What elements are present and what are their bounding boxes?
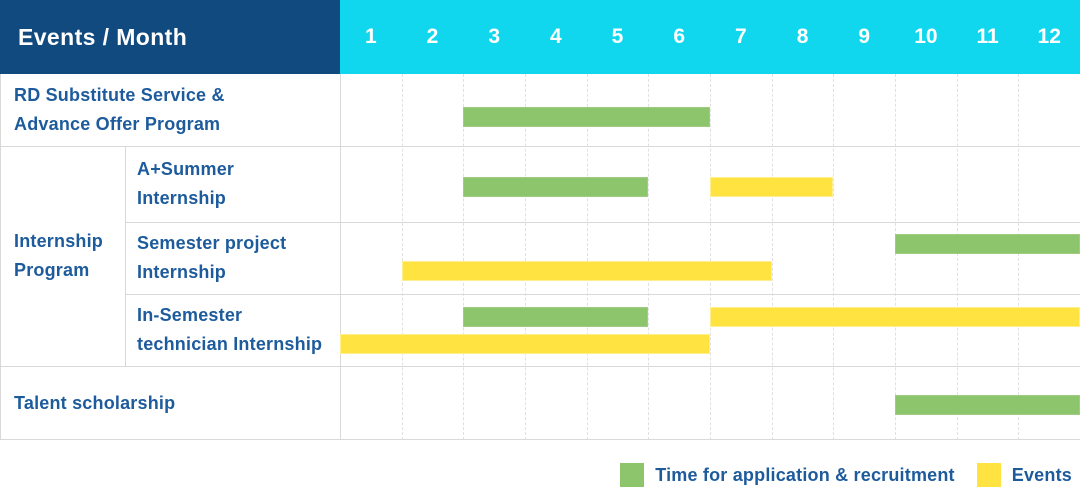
- row-label-line: Advance Offer Program: [14, 114, 221, 134]
- month-header-label: 11: [976, 25, 999, 48]
- row-label-in-semester: In-Semester technician Internship: [125, 294, 340, 366]
- gridline-vertical: [525, 74, 526, 440]
- row-label-talent-scholarship: Talent scholarship: [0, 366, 340, 440]
- group-label-internship-program: Internship Program: [0, 146, 125, 366]
- gridline-vertical: [771, 74, 773, 440]
- month-header-label: 8: [796, 25, 809, 48]
- row-label-line: A+Summer: [137, 159, 235, 179]
- row-label-rd-substitute: RD Substitute Service & Advance Offer Pr…: [0, 74, 340, 146]
- gantt-bar-event: [710, 307, 1080, 327]
- month-header-label: 10: [914, 25, 938, 48]
- month-header-label: 6: [673, 25, 686, 48]
- row-label-line: Internship: [137, 188, 227, 208]
- gridline-vertical: [125, 146, 126, 366]
- gantt-bar-event: [401, 261, 772, 281]
- row-label-line: technician Internship: [137, 334, 323, 354]
- gridline-vertical: [956, 74, 958, 440]
- month-header-label: 12: [1037, 25, 1061, 48]
- group-label-line: Program: [14, 260, 90, 280]
- row-label-line: Internship: [137, 262, 227, 282]
- gridline-vertical: [648, 74, 650, 440]
- month-header-label: 1: [364, 25, 377, 48]
- gridline-vertical: [0, 74, 1, 440]
- gantt-bar-application: [463, 307, 649, 327]
- row-label-a-summer: A+Summer Internship: [125, 146, 340, 222]
- gridline-vertical: [710, 74, 711, 440]
- gridline-vertical: [463, 74, 465, 440]
- legend-label-application: Time for application & recruitment: [655, 464, 955, 485]
- gridline-horizontal: [125, 294, 1080, 295]
- legend-item-application: Time for application & recruitment: [620, 463, 955, 487]
- gridline-horizontal: [125, 222, 1080, 223]
- gridline-vertical: [895, 74, 896, 440]
- gantt-bar-application: [463, 107, 710, 127]
- row-label-line: Talent scholarship: [14, 392, 176, 413]
- gridline-vertical: [586, 74, 588, 440]
- month-header-label: 3: [488, 25, 501, 48]
- month-header-label: 4: [550, 25, 562, 48]
- gridline-horizontal: [0, 439, 1080, 440]
- header-corner-cell: Events / Month: [0, 0, 340, 74]
- group-label-line: Internship: [14, 231, 104, 251]
- month-header-label: 9: [858, 25, 871, 48]
- header-title: Events / Month: [18, 23, 188, 50]
- row-label-semester-project: Semester project Internship: [125, 222, 340, 294]
- month-header-row: 1 2 3 4 5 6 7 8 9 10 11 12: [340, 0, 1080, 74]
- legend: Time for application & recruitment Event…: [620, 463, 1072, 487]
- gantt-bar-application: [895, 234, 1080, 254]
- gantt-bar-application: [895, 395, 1080, 415]
- month-header-label: 7: [735, 25, 747, 48]
- gantt-bar-event: [710, 177, 834, 197]
- row-label-line: RD Substitute Service &: [14, 85, 225, 105]
- gantt-bar-application: [463, 177, 649, 197]
- legend-label-event: Events: [1011, 464, 1072, 485]
- gridline-vertical: [833, 74, 835, 440]
- gridline-horizontal: [0, 146, 1080, 147]
- row-label-line: Semester project: [137, 233, 287, 253]
- application-color-swatch: [620, 463, 645, 487]
- gridline-vertical: [1018, 74, 1020, 440]
- gridline-vertical: [401, 74, 403, 440]
- gridline-horizontal: [0, 366, 1080, 367]
- legend-item-event: Events: [976, 463, 1072, 487]
- row-label-line: In-Semester: [137, 305, 243, 325]
- event-color-swatch: [976, 463, 1001, 487]
- gantt-bar-event: [340, 334, 710, 354]
- gridline-vertical: [340, 74, 341, 440]
- month-header-label: 2: [426, 25, 439, 48]
- month-header-label: 5: [611, 25, 624, 48]
